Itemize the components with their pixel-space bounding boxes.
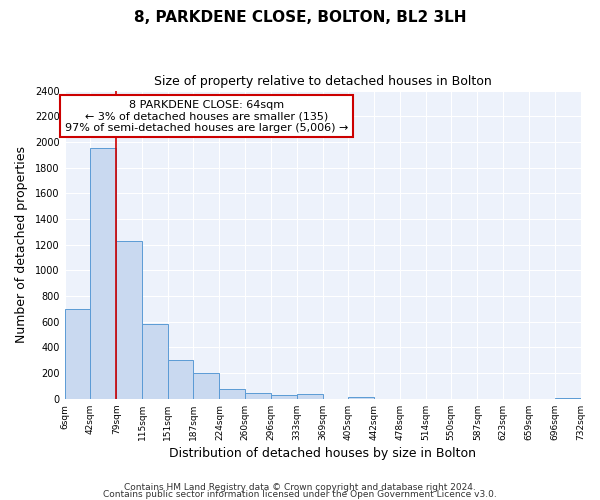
Title: Size of property relative to detached houses in Bolton: Size of property relative to detached ho… — [154, 75, 491, 88]
Bar — [116, 241, 142, 399]
Bar — [90, 148, 116, 399]
Y-axis label: Number of detached properties: Number of detached properties — [15, 146, 28, 343]
Text: Contains public sector information licensed under the Open Government Licence v3: Contains public sector information licen… — [103, 490, 497, 499]
Bar — [220, 388, 245, 399]
Bar — [245, 393, 271, 399]
Bar — [297, 394, 323, 399]
Bar — [193, 373, 220, 399]
Bar — [65, 309, 90, 399]
Bar — [167, 360, 193, 399]
Bar — [555, 398, 581, 399]
Text: 8 PARKDENE CLOSE: 64sqm
← 3% of detached houses are smaller (135)
97% of semi-de: 8 PARKDENE CLOSE: 64sqm ← 3% of detached… — [65, 100, 348, 133]
X-axis label: Distribution of detached houses by size in Bolton: Distribution of detached houses by size … — [169, 447, 476, 460]
Bar — [271, 395, 297, 399]
Bar — [348, 397, 374, 399]
Text: Contains HM Land Registry data © Crown copyright and database right 2024.: Contains HM Land Registry data © Crown c… — [124, 484, 476, 492]
Text: 8, PARKDENE CLOSE, BOLTON, BL2 3LH: 8, PARKDENE CLOSE, BOLTON, BL2 3LH — [134, 10, 466, 25]
Bar — [142, 324, 167, 399]
